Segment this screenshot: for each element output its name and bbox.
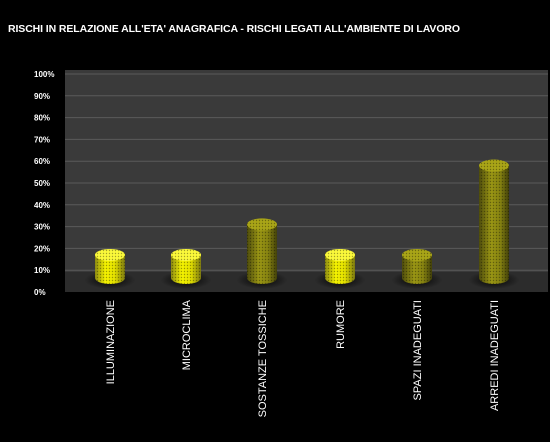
x-category-label: SOSTANZE TOSSICHE: [257, 300, 269, 417]
x-category-label: RUMORE: [335, 300, 347, 349]
bar-top-texture: [402, 248, 432, 261]
x-category-label: ILLUMINAZIONE: [105, 300, 117, 384]
y-tick-label: 30%: [34, 223, 50, 232]
chart-title: RISCHI IN RELAZIONE ALL'ETA' ANAGRAFICA …: [8, 23, 460, 35]
y-tick-label: 10%: [34, 266, 50, 275]
bar-top-texture: [95, 248, 125, 261]
bar-top-texture: [325, 248, 355, 261]
bar-texture: [402, 254, 432, 284]
y-tick-label: 60%: [34, 157, 50, 166]
y-tick-label: 100%: [34, 70, 54, 79]
y-tick-label: 90%: [34, 92, 50, 101]
y-tick-label: 40%: [34, 201, 50, 210]
bar-top-texture: [479, 159, 509, 172]
plot-area: [65, 70, 548, 292]
bar-texture: [247, 224, 277, 284]
y-tick-label: 0%: [34, 288, 46, 297]
bar-texture: [171, 254, 201, 284]
x-category-label: SPAZI INADEGUATI: [412, 300, 424, 400]
y-tick-label: 80%: [34, 114, 50, 123]
bar-texture: [479, 165, 509, 284]
x-category-label: ARREDI INADEGUATI: [489, 300, 501, 411]
x-category-label: MICROCLIMA: [181, 299, 193, 370]
y-tick-label: 20%: [34, 244, 50, 253]
bar-texture: [95, 254, 125, 284]
y-tick-label: 70%: [34, 135, 50, 144]
bar-top-texture: [171, 248, 201, 261]
y-tick-label: 50%: [34, 179, 50, 188]
bar-texture: [325, 254, 355, 284]
bar-top-texture: [247, 218, 277, 231]
